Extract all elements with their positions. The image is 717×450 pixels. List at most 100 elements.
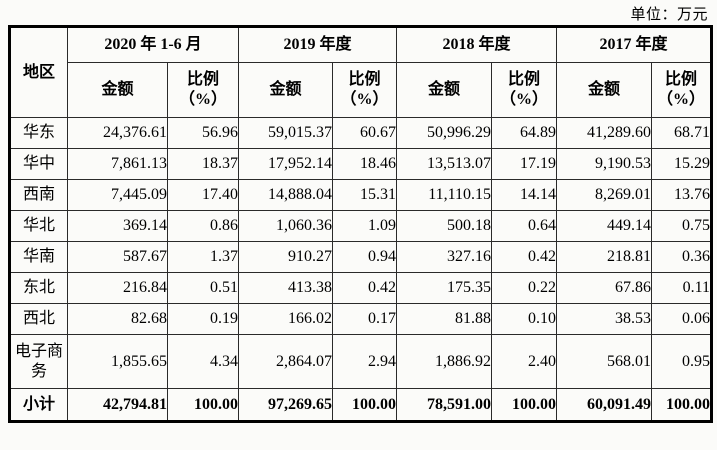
- ratio-cell: 14.14: [491, 179, 558, 211]
- amount-cell: 327.16: [396, 241, 493, 273]
- amount-cell: 1,855.65: [67, 334, 168, 389]
- ratio-label-top: 比例: [665, 71, 698, 88]
- amount-cell: 81.88: [396, 303, 493, 335]
- amount-cell: 11,110.15: [396, 179, 493, 211]
- amount-cell: 1,060.36: [238, 210, 333, 242]
- col-header-period-2019: 2019 年度: [237, 26, 398, 63]
- ratio-cell: 0.86: [167, 210, 239, 242]
- col-header-period-2018: 2018 年度: [396, 26, 558, 63]
- ratio-cell: 15.29: [651, 148, 713, 180]
- amount-cell: 587.67: [67, 241, 168, 273]
- ratio-cell: 60.67: [331, 117, 398, 149]
- ratio-cell: 100.00: [167, 388, 239, 422]
- ratio-cell: 0.94: [331, 241, 398, 273]
- ratio-label-top: 比例: [186, 71, 219, 88]
- amount-cell: 7,861.13: [67, 148, 168, 180]
- amount-cell: 166.02: [238, 303, 333, 335]
- ratio-cell: 0.64: [491, 210, 558, 242]
- region-cell: 华东: [9, 117, 68, 149]
- table-row: 华北 369.14 0.86 1,060.36 1.09 500.18 0.64 449.14…: [9, 210, 713, 242]
- col-subheader-ratio: 比例 （%）: [331, 62, 398, 118]
- table-row: 华东 24,376.61 56.96 59,015.37 60.67 50,996.29 6…: [9, 117, 713, 149]
- amount-cell: 216.84: [67, 272, 168, 304]
- ratio-cell: 100.00: [331, 388, 398, 422]
- amount-cell: 59,015.37: [238, 117, 333, 149]
- amount-cell: 500.18: [396, 210, 493, 242]
- table-row-periods: 地区 2020 年 1-6 月 2019 年度 2018 年度 2017 年度: [9, 26, 713, 118]
- amount-cell: 413.38: [238, 272, 333, 304]
- ratio-cell: 56.96: [167, 117, 239, 149]
- amount-cell: 42,794.81: [67, 388, 168, 422]
- ratio-cell: 0.51: [167, 272, 239, 304]
- ratio-cell: 0.75: [651, 210, 713, 242]
- ratio-cell: 1.37: [167, 241, 239, 273]
- region-cell: 西北: [9, 303, 68, 335]
- amount-cell: 60,091.49: [556, 388, 653, 422]
- amount-cell: 67.86: [556, 272, 653, 304]
- col-header-period-2020: 2020 年 1-6 月: [67, 26, 239, 63]
- ratio-cell: 1.09: [331, 210, 398, 242]
- col-subheader-ratio: 比例 （%）: [491, 62, 558, 118]
- region-cell: 电子商务: [9, 334, 68, 389]
- unit-label: 单位：万元: [630, 7, 708, 23]
- ratio-cell: 0.42: [491, 241, 558, 273]
- ratio-label-bottom: （%）: [657, 91, 706, 108]
- ratio-cell: 4.34: [167, 334, 239, 389]
- amount-cell: 17,952.14: [238, 148, 333, 180]
- ratio-cell: 0.19: [167, 303, 239, 335]
- table-header: 地区 2020 年 1-6 月 2019 年度 2018 年度 2017 年度 …: [9, 26, 713, 118]
- subtotal-row: 小计 42,794.81 100.00 97,269.65 100.00 78,591.0…: [9, 388, 713, 422]
- amount-cell: 8,269.01: [556, 179, 653, 211]
- ratio-label-bottom: （%）: [500, 91, 549, 108]
- amount-cell: 2,864.07: [238, 334, 333, 389]
- amount-cell: 218.81: [556, 241, 653, 273]
- ratio-label-bottom: （%）: [340, 91, 389, 108]
- amount-cell: 50,996.29: [396, 117, 493, 149]
- ratio-label-top: 比例: [508, 71, 541, 88]
- ratio-cell: 2.94: [331, 334, 398, 389]
- ratio-cell: 68.71: [651, 117, 713, 149]
- ratio-cell: 17.19: [491, 148, 558, 180]
- amount-cell: 38.53: [556, 303, 653, 335]
- col-subheader-amount: 金额: [556, 62, 653, 118]
- col-header-region: 地区: [9, 26, 68, 118]
- amount-cell: 369.14: [67, 210, 168, 242]
- ratio-cell: 18.46: [331, 148, 398, 180]
- col-subheader-amount: 金额: [396, 62, 493, 118]
- table-row: 西南 7,445.09 17.40 14,888.04 15.31 11,110.15 14…: [9, 179, 713, 211]
- table-row: 华中 7,861.13 18.37 17,952.14 18.46 13,513.07 17…: [9, 148, 713, 180]
- ratio-cell: 0.42: [331, 272, 398, 304]
- region-cell: 华南: [9, 241, 68, 273]
- amount-cell: 13,513.07: [396, 148, 493, 180]
- amount-cell: 9,190.53: [556, 148, 653, 180]
- amount-cell: 910.27: [238, 241, 333, 273]
- amount-cell: 175.35: [396, 272, 493, 304]
- ratio-label-top: 比例: [348, 71, 381, 88]
- table-row-subheaders: 金额 比例 （%） 金额 比例 （%） 金额 比例 （%） 金额 比例 （%）: [10, 62, 713, 118]
- region-cell: 小计: [9, 388, 68, 422]
- ratio-cell: 0.22: [491, 272, 558, 304]
- amount-cell: 568.01: [556, 334, 653, 389]
- col-subheader-amount: 金额: [238, 62, 333, 118]
- col-subheader-ratio: 比例 （%）: [167, 62, 239, 118]
- amount-cell: 97,269.65: [238, 388, 333, 422]
- col-subheader-amount: 金额: [67, 62, 168, 118]
- amount-cell: 1,886.92: [396, 334, 493, 389]
- col-header-period-2017: 2017 年度: [556, 26, 713, 63]
- table-row: 西北 82.68 0.19 166.02 0.17 81.88 0.10 38.53 0.06: [9, 303, 713, 335]
- table-row: 电子商务 1,855.65 4.34 2,864.07 2.94 1,886.92 2.40…: [9, 334, 713, 389]
- ratio-cell: 0.10: [491, 303, 558, 335]
- amount-cell: 82.68: [67, 303, 168, 335]
- table-row: 东北 216.84 0.51 413.38 0.42 175.35 0.22 67.86 0.1…: [9, 272, 713, 304]
- region-cell: 华中: [9, 148, 68, 180]
- col-subheader-ratio: 比例 （%）: [651, 62, 713, 118]
- table-row: 华南 587.67 1.37 910.27 0.94 327.16 0.42 218.81 0.…: [9, 241, 713, 273]
- ratio-cell: 64.89: [491, 117, 558, 149]
- ratio-cell: 0.06: [651, 303, 713, 335]
- table-body: 华东 24,376.61 56.96 59,015.37 60.67 50,996.29 6…: [9, 117, 713, 422]
- amount-cell: 41,289.60: [556, 117, 653, 149]
- ratio-cell: 0.11: [651, 272, 713, 304]
- ratio-label-bottom: （%）: [178, 91, 227, 108]
- ratio-cell: 18.37: [167, 148, 239, 180]
